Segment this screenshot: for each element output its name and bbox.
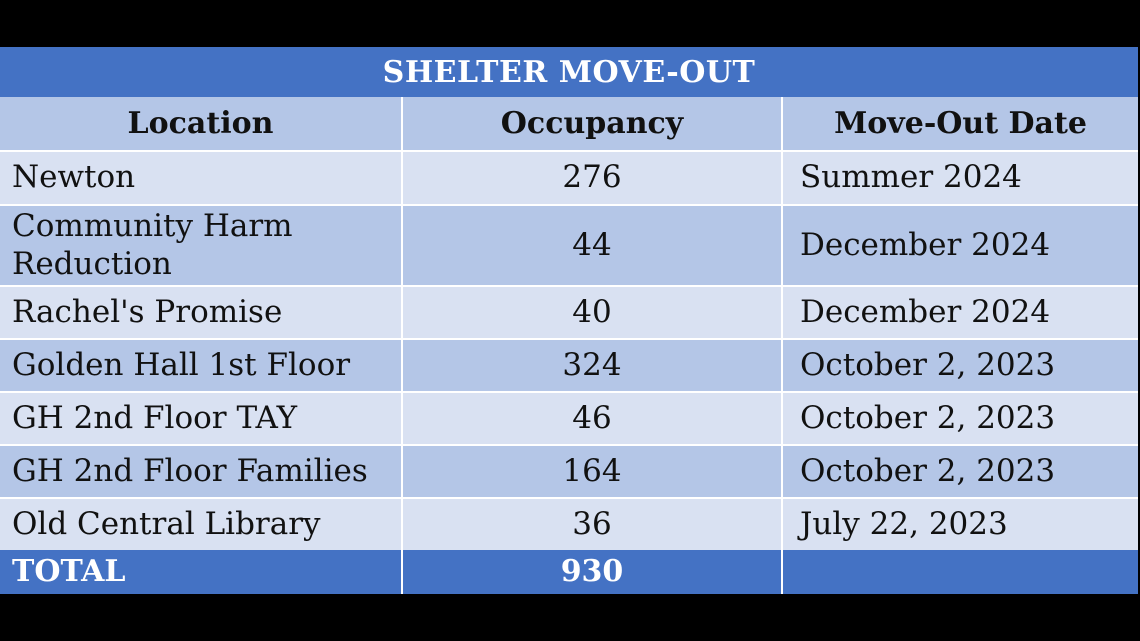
cell-location: Old Central Library [0, 499, 403, 550]
cell-move-out-date: December 2024 [800, 293, 1051, 330]
cell-location: Golden Hall 1st Floor [0, 340, 403, 391]
total-move-out-date [783, 550, 1138, 594]
table-row: GH 2nd Floor TAY 46 October 2, 2023 [0, 391, 1138, 444]
total-label: TOTAL [0, 550, 403, 594]
total-occupancy: 930 [403, 550, 783, 594]
cell-occupancy: 276 [403, 152, 783, 204]
cell-move-out-date: July 22, 2023 [800, 505, 1008, 542]
cell-occupancy: 40 [403, 287, 783, 338]
cell-location: Community Harm Reduction [0, 206, 403, 285]
cell-move-out-date: October 2, 2023 [800, 346, 1056, 383]
cell-occupancy: 164 [403, 446, 783, 497]
table-row: Rachel's Promise 40 December 2024 [0, 285, 1138, 338]
cell-location: GH 2nd Floor Families [0, 446, 403, 497]
cell-location: Rachel's Promise [0, 287, 403, 338]
table-total-row: TOTAL 930 [0, 550, 1138, 594]
shelter-table: SHELTER MOVE-OUT Location Occupancy Move… [0, 47, 1138, 594]
cell-move-out-date: October 2, 2023 [800, 452, 1056, 489]
table-row: Old Central Library 36 July 22, 2023 [0, 497, 1138, 550]
table-row: Community Harm Reduction 44 December 202… [0, 204, 1138, 285]
table-row: GH 2nd Floor Families 164 October 2, 202… [0, 444, 1138, 497]
header-occupancy: Occupancy [403, 97, 783, 150]
cell-move-out-date: December 2024 [800, 226, 1051, 263]
header-location: Location [0, 97, 403, 150]
cell-occupancy: 44 [403, 206, 783, 285]
header-move-out-date: Move-Out Date [834, 105, 1087, 141]
cell-occupancy: 324 [403, 340, 783, 391]
cell-occupancy: 46 [403, 393, 783, 444]
table-row: Golden Hall 1st Floor 324 October 2, 202… [0, 338, 1138, 391]
cell-move-out-date: October 2, 2023 [800, 399, 1056, 436]
cell-move-out-date: Summer 2024 [800, 159, 1022, 196]
table-row: Newton 276 Summer 2024 [0, 150, 1138, 204]
table-header-row: Location Occupancy Move-Out Date [0, 97, 1138, 150]
table-title: SHELTER MOVE-OUT [0, 47, 1138, 97]
cell-location: GH 2nd Floor TAY [0, 393, 403, 444]
table-title-text: SHELTER MOVE-OUT [382, 54, 756, 90]
cell-occupancy: 36 [403, 499, 783, 550]
cell-location: Newton [0, 152, 403, 204]
